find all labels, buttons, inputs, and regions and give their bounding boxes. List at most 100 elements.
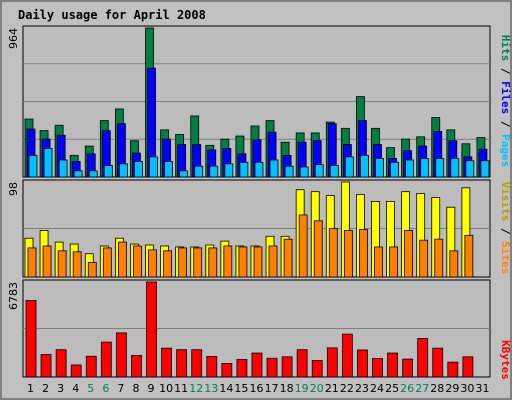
x-tick-label: 26 xyxy=(400,382,414,395)
x-tick-label: 9 xyxy=(148,382,155,395)
legend-kbytes: KBytes xyxy=(499,340,512,380)
sites-bar xyxy=(449,250,459,278)
x-tick-label: 19 xyxy=(295,382,309,395)
panel-3-ymax-label: 6783 xyxy=(7,282,20,310)
x-tick-label: 30 xyxy=(460,382,474,395)
pages-bar xyxy=(58,159,68,178)
sites-bar xyxy=(328,228,338,278)
x-tick-label: 14 xyxy=(219,382,233,395)
x-tick-label: 22 xyxy=(340,382,354,395)
sites-bar xyxy=(404,230,414,278)
pages-bar xyxy=(239,161,249,178)
pages-bar xyxy=(314,164,324,178)
sites-bar xyxy=(253,246,263,278)
x-tick-label: 10 xyxy=(159,382,173,395)
kbytes-bar xyxy=(131,355,142,378)
pages-bar xyxy=(299,166,309,178)
pages-bar xyxy=(194,165,204,178)
x-tick-label: 15 xyxy=(234,382,248,395)
sites-bar xyxy=(208,247,218,278)
legend-visits-sites: Visits / Sites xyxy=(499,182,512,275)
kbytes-bar xyxy=(266,357,278,378)
pages-bar xyxy=(209,165,219,178)
x-tick-label: 11 xyxy=(174,382,188,395)
kbytes-bar xyxy=(402,358,414,378)
pages-bar xyxy=(420,158,430,178)
pages-bar xyxy=(390,161,399,178)
kbytes-bar xyxy=(417,338,429,378)
sites-bar xyxy=(419,239,429,278)
sites-bar xyxy=(374,246,383,278)
kbytes-bar xyxy=(251,352,263,378)
pages-bar xyxy=(149,156,158,178)
legend-kbytes: KBytes xyxy=(499,340,512,380)
panel-1-ymax-label: 964 xyxy=(7,28,20,49)
sites-bar xyxy=(72,251,82,278)
pages-bar xyxy=(375,158,384,178)
x-tick-label: 12 xyxy=(189,382,203,395)
sites-bar xyxy=(42,245,52,278)
kbytes-bar xyxy=(357,349,368,378)
kbytes-bar xyxy=(281,356,293,378)
kbytes-bar xyxy=(146,281,157,378)
kbytes-bar xyxy=(236,359,248,378)
kbytes-bar xyxy=(447,361,459,378)
x-tick-label: 8 xyxy=(132,382,139,395)
kbytes-bar xyxy=(100,341,112,378)
sites-bar xyxy=(268,245,278,278)
pages-bar xyxy=(254,161,264,178)
pages-bar xyxy=(224,163,234,178)
sites-bar xyxy=(298,214,308,278)
pages-bar xyxy=(43,148,53,178)
x-tick-label: 24 xyxy=(370,382,384,395)
pages-bar xyxy=(465,160,475,178)
kbytes-bar xyxy=(326,347,338,378)
x-tick-label: 23 xyxy=(355,382,369,395)
kbytes-bar xyxy=(311,360,323,378)
x-tick-label: 1 xyxy=(27,382,34,395)
sites-bar xyxy=(148,249,157,278)
sites-bar xyxy=(359,229,368,278)
kbytes-bar xyxy=(176,349,188,378)
chart-title: Daily usage for April 2008 xyxy=(18,8,206,22)
legend-files: Files xyxy=(499,81,512,114)
x-tick-label: 16 xyxy=(250,382,264,395)
pages-bar xyxy=(450,158,460,178)
legend-hits-files-pages: Hits / Files / Pages xyxy=(499,35,512,168)
x-tick-label: 6 xyxy=(102,382,109,395)
pages-bar xyxy=(88,170,98,178)
legend-separator: / xyxy=(499,114,512,134)
sites-bar xyxy=(223,245,233,278)
sites-bar xyxy=(193,247,203,278)
kbytes-bar xyxy=(296,349,308,378)
kbytes-bar xyxy=(40,354,52,378)
legend-separator: / xyxy=(499,61,512,81)
x-tick-label: 31 xyxy=(475,382,489,395)
pages-bar xyxy=(179,170,189,178)
sites-bar xyxy=(313,220,323,278)
legend-pages: Pages xyxy=(499,134,512,167)
x-tick-label: 7 xyxy=(117,382,124,395)
panel-2-ymax-label: 98 xyxy=(7,182,20,196)
x-tick-label: 21 xyxy=(325,382,339,395)
pages-bar xyxy=(134,161,143,178)
sites-bar xyxy=(283,238,293,278)
pages-bar xyxy=(73,170,83,178)
kbytes-bar xyxy=(221,363,233,378)
x-tick-label: 2 xyxy=(42,382,49,395)
x-tick-label: 13 xyxy=(204,382,218,395)
x-tick-label: 29 xyxy=(445,382,459,395)
pages-bar xyxy=(28,154,38,178)
legend-separator: / xyxy=(499,221,512,241)
pages-bar xyxy=(435,158,445,178)
kbytes-bar xyxy=(462,356,474,378)
pages-bar xyxy=(118,163,128,178)
x-axis-labels: 1 2 3 4 5 6 7 8 9 10 11 12 13 14 15 16 17 18 19 20 21 22 23 24 2… xyxy=(27,382,489,395)
x-tick-label: 4 xyxy=(72,382,79,395)
kbytes-bar xyxy=(432,347,444,378)
sites-bar xyxy=(102,247,112,278)
pages-bar xyxy=(405,159,415,178)
sites-bar xyxy=(464,234,474,278)
sites-bar xyxy=(117,241,127,278)
sites-bar xyxy=(27,247,37,278)
